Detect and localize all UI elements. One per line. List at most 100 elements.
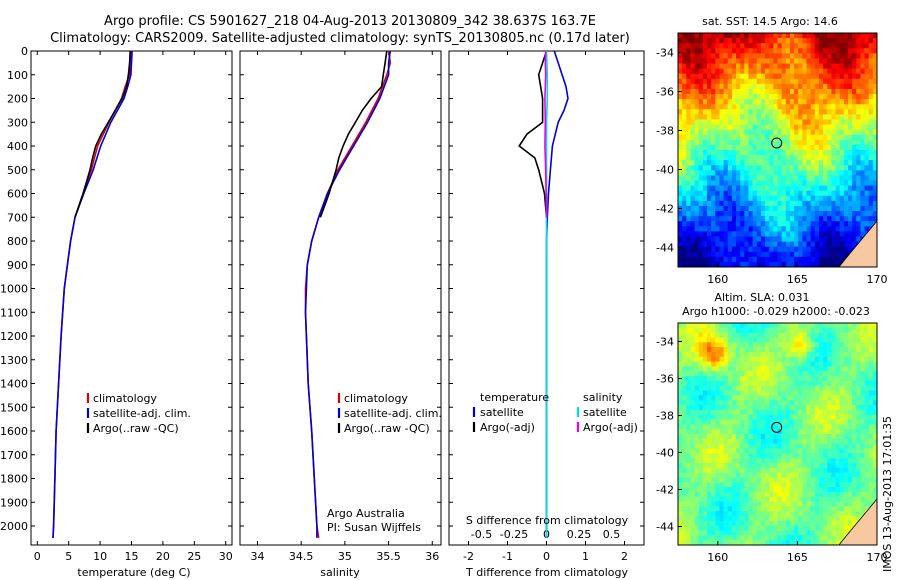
sst_map-cell <box>814 144 820 151</box>
sla_map-cell <box>789 448 795 454</box>
sst_map-cell <box>810 180 816 187</box>
sst_map-cell <box>702 205 708 212</box>
sla_map-cell <box>752 405 758 411</box>
sla_map-cell <box>847 429 853 435</box>
sla_map-cell <box>794 347 799 353</box>
sla_map-cell <box>694 453 700 459</box>
sst_map-cell <box>686 170 691 176</box>
sla_map-cell <box>823 337 828 343</box>
sst_map-cell <box>860 170 865 176</box>
sla_map-cell <box>723 496 729 502</box>
sst_map-cell <box>711 139 716 146</box>
sst_map-cell <box>773 190 778 197</box>
sla_map-cell <box>707 443 712 449</box>
sst_map-cell <box>748 124 754 131</box>
sla_map-cell <box>843 472 849 478</box>
sla_map-cell <box>818 496 824 502</box>
sst_map-cell <box>756 216 762 222</box>
sla_map-cell <box>798 400 803 406</box>
sst_map-cell <box>711 185 716 192</box>
sst_map-cell <box>864 144 870 151</box>
sla_map-cell <box>818 491 824 498</box>
sla_map-cell <box>852 409 857 416</box>
sla_map-cell <box>748 443 754 449</box>
sla_map-cell <box>789 376 795 382</box>
sst_map-cell <box>789 94 795 100</box>
sla_map-cell <box>686 366 691 372</box>
sst_map-cell <box>798 53 803 59</box>
sla_map-cell <box>715 506 720 512</box>
sla_map-cell <box>723 530 729 536</box>
sst_map-cell <box>719 216 725 222</box>
sla_map-cell <box>794 327 799 334</box>
sla_map-cell <box>810 400 816 406</box>
sla_map-cell <box>872 347 878 353</box>
sst_map-cell <box>864 205 870 212</box>
sst_map-cell <box>744 256 749 263</box>
sla_map-cell <box>711 491 716 498</box>
sst_map-cell <box>839 53 845 59</box>
sla_map-cell <box>794 438 799 445</box>
sst_map-cell <box>752 190 758 197</box>
sst_map-cell <box>773 251 778 258</box>
sst_map-cell <box>690 261 695 268</box>
sla_map-cell <box>740 351 745 358</box>
sla_map-cell <box>765 506 770 512</box>
sla_map-cell <box>798 390 803 396</box>
sst_map-cell <box>777 226 783 232</box>
sst_map-cell <box>785 231 791 237</box>
sst_map-cell <box>756 124 762 131</box>
sst_map-cell <box>715 256 720 263</box>
sst_map-cell <box>727 38 733 44</box>
sla_map-cell <box>798 405 803 411</box>
sst_map-cell <box>802 205 807 212</box>
sst_map-cell <box>723 195 729 202</box>
sst_map-cell <box>852 109 857 115</box>
sst_map-cell <box>773 160 778 166</box>
sla_map-cell <box>769 356 774 363</box>
sla_map-cell <box>682 453 687 459</box>
sst_map-cell <box>678 114 683 120</box>
sla_map-cell <box>748 511 754 517</box>
sla_map-cell <box>736 380 741 387</box>
sst_map-cell <box>798 205 803 212</box>
sst_map-cell <box>856 99 861 105</box>
sla_map-cell <box>798 356 803 363</box>
sst_map-cell <box>682 129 687 136</box>
sla_map-cell <box>756 525 762 531</box>
sst_map-cell <box>752 73 758 80</box>
sst_map-cell <box>839 216 845 222</box>
sst_map-cell <box>868 170 874 176</box>
sst_map-cell <box>818 99 824 105</box>
sla_map-cell <box>831 462 836 469</box>
sst_map-cell <box>678 211 683 217</box>
sst_map-cell <box>736 185 741 192</box>
sst_map-cell <box>719 129 725 136</box>
sst_map-cell <box>781 246 787 253</box>
sla_map-cell <box>852 351 857 358</box>
sla_map-cell <box>760 429 766 435</box>
sla_map-cell <box>794 525 799 531</box>
sla_map-cell <box>740 472 745 478</box>
sst_map-cell <box>798 246 803 253</box>
sla_map-cell <box>843 400 849 406</box>
sst_map-cell <box>852 104 857 110</box>
sla_map-cell <box>798 496 803 502</box>
sst_map-cell <box>736 144 741 151</box>
sla_map-cell <box>740 390 745 396</box>
sst_map-cell <box>769 150 774 156</box>
sla_map-cell <box>736 438 741 445</box>
sla_map-cell <box>752 491 758 498</box>
sst_map-cell <box>698 221 704 227</box>
sla_map-cell <box>789 385 795 391</box>
sla_map-cell <box>711 395 716 401</box>
sla_map-cell <box>760 540 766 546</box>
sst_map-cell <box>823 165 828 171</box>
sla_map-cell <box>814 366 820 372</box>
sla_map-cell <box>698 467 704 474</box>
sst_map-cell <box>785 134 791 141</box>
sst_map-cell <box>860 33 865 39</box>
sst_map-cell <box>831 58 836 64</box>
sla_map-cell <box>744 419 749 425</box>
sst_map-cell <box>777 124 783 131</box>
